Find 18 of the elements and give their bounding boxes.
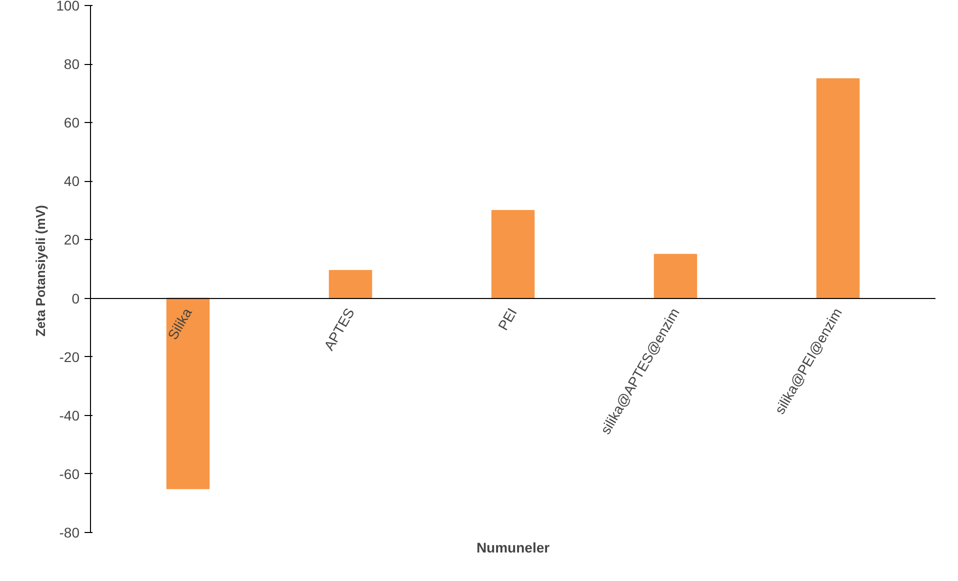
y-tick-label: 60 [64, 114, 80, 131]
y-tick-label: 100 [56, 0, 80, 14]
y-tick-label: 0 [72, 290, 80, 306]
bar [654, 254, 698, 299]
bar [816, 78, 860, 299]
y-tick-label: 40 [64, 173, 80, 190]
y-tick-label: 80 [64, 56, 80, 72]
x-tick-label: PEI [494, 305, 520, 333]
bar [491, 210, 535, 299]
y-tick-label: -60 [59, 466, 80, 482]
bar [328, 270, 372, 299]
y-tick-label: 20 [64, 232, 80, 248]
y-tick-label: -20 [59, 348, 80, 365]
y-tick-label: -80 [59, 524, 80, 540]
x-axis-title: Numuneler [476, 540, 550, 556]
y-tick-label: -40 [59, 407, 80, 424]
y-axis-title: Zeta Potansiyeli (mV) [33, 205, 48, 337]
bar [166, 298, 210, 490]
